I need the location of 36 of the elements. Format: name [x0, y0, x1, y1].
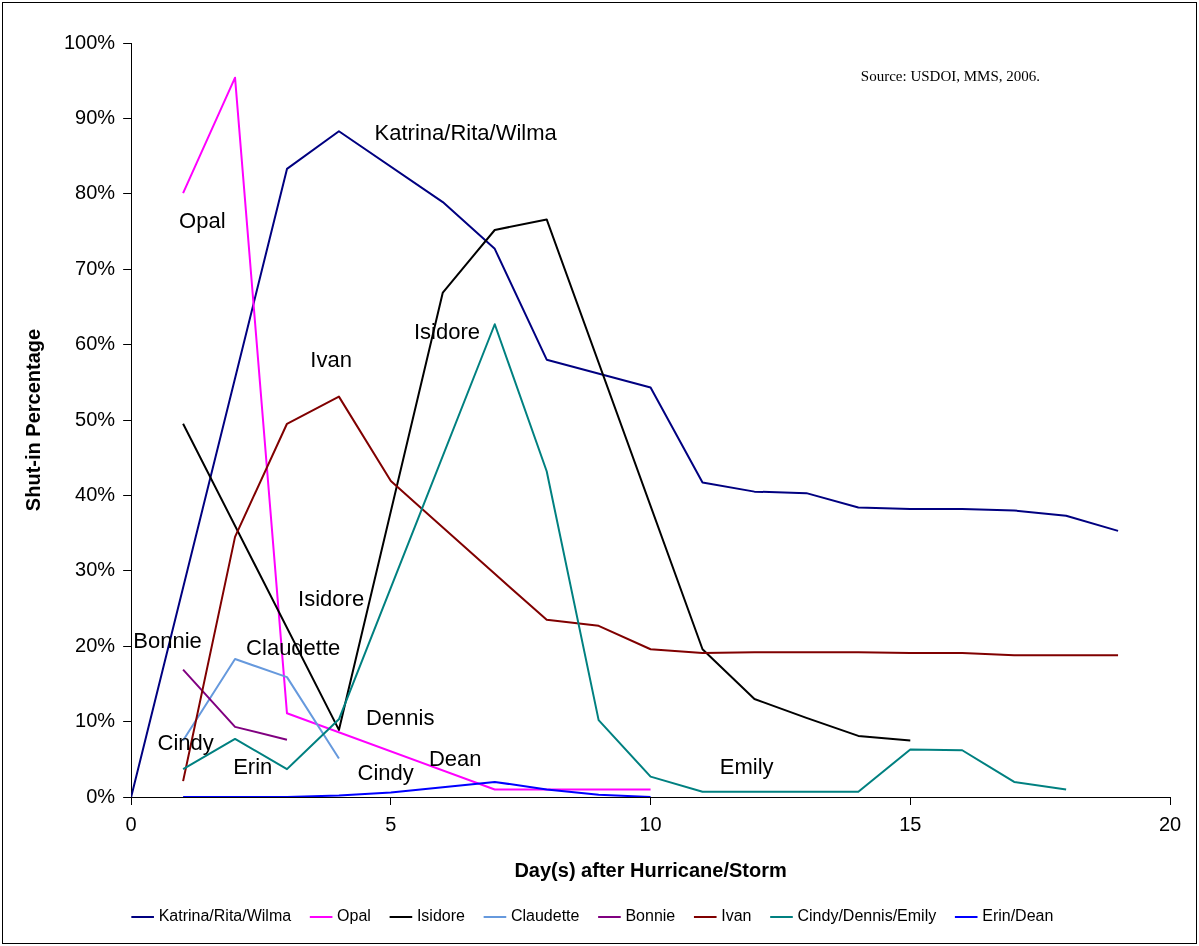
legend-label: Katrina/Rita/Wilma [158, 907, 292, 925]
y-axis-title: Shut-in Percentage [21, 328, 44, 512]
x-axis-title: Day(s) after Hurricane/Storm [514, 858, 787, 881]
y-tick-label: 100% [64, 30, 116, 53]
y-tick-label: 50% [75, 407, 116, 430]
annotation: Emily [719, 753, 774, 779]
y-tick-label: 40% [75, 482, 116, 505]
legend-label: Erin/Dean [982, 907, 1054, 925]
y-tick-label: 20% [75, 633, 116, 656]
y-tick-label: 80% [75, 181, 116, 204]
y-tick-label: 90% [75, 105, 116, 128]
annotation: Cindy [357, 759, 414, 785]
y-tick-label: 70% [75, 256, 116, 279]
y-tick-label: 0% [86, 784, 116, 807]
x-tick-label: 20 [1158, 812, 1182, 835]
annotation: Source: USDOI, MMS, 2006. [860, 67, 1040, 84]
annotation: Katrina/Rita/Wilma [374, 119, 558, 145]
legend-label: Isidore [416, 907, 466, 925]
annotation: Isidore [298, 586, 365, 612]
annotation: Erin [233, 753, 273, 779]
legend-label: Cindy/Dennis/Emily [797, 907, 937, 925]
y-tick-label: 10% [75, 709, 116, 732]
annotation: Dean [428, 746, 482, 772]
legend-label: Opal [337, 907, 371, 925]
legend-label: Ivan [721, 907, 752, 925]
annotation: Opal [179, 207, 226, 233]
legend-label: Claudette [510, 907, 580, 925]
x-tick-label: 0 [125, 812, 137, 835]
x-tick-label: 5 [385, 812, 397, 835]
y-tick-label: 60% [75, 332, 116, 355]
x-tick-label: 10 [639, 812, 662, 835]
annotation: Ivan [310, 347, 352, 373]
x-tick-label: 15 [899, 812, 922, 835]
y-tick-label: 30% [75, 558, 116, 581]
annotation: Dennis [365, 705, 435, 731]
legend-label: Bonnie [625, 907, 676, 925]
